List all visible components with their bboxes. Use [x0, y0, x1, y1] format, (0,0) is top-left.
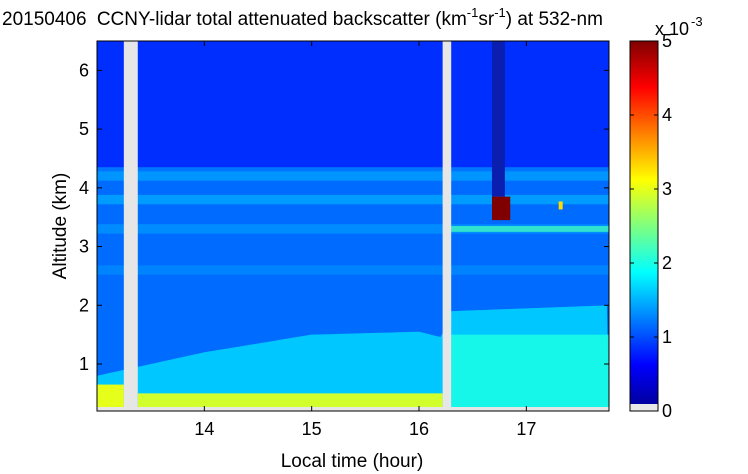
aerosol-layer-band [97, 171, 609, 181]
y-axis-label: Altitude (km) [50, 173, 71, 280]
colorbar-tick-label: 0 [662, 401, 672, 421]
heatmap-features [451, 41, 609, 232]
x-tick-label: 17 [516, 419, 536, 439]
aerosol-layer-afternoon [451, 334, 609, 411]
y-tick-label: 1 [79, 354, 89, 374]
colorbar-ticks: 0 1 2 3 4 5 [630, 31, 672, 421]
chart-title: 20150406 CCNY-lidar total attenuated bac… [2, 5, 603, 30]
surface-gap [97, 407, 609, 411]
thin-cloud-layer [451, 226, 609, 232]
colorbar-zero-swatch [630, 404, 658, 411]
boundary-layer-segment [137, 393, 443, 411]
x-tick-label: 16 [409, 419, 429, 439]
cloud [492, 196, 511, 221]
data-gap [123, 41, 138, 411]
colorbar-frame [629, 40, 659, 412]
data-gaps [97, 41, 609, 411]
colorbar-scale-base: x 10 [655, 19, 689, 39]
y-tick-label: 5 [79, 119, 89, 139]
colorbar-tick-label: 3 [662, 179, 672, 199]
aerosol-layer-band [97, 265, 609, 275]
heatmap-bands [97, 41, 609, 411]
x-tick-label: 14 [194, 419, 214, 439]
data-gap [442, 41, 452, 411]
colorbar-scale-exp: -3 [691, 14, 703, 29]
colorbar-gradient [630, 41, 658, 411]
boundary-layer-segment [97, 384, 124, 411]
x-axis-ticks: 14 15 16 17 [194, 41, 536, 439]
title-mid: sr [478, 9, 495, 30]
y-tick-label: 2 [79, 295, 89, 315]
aerosol-layer-band [97, 224, 609, 234]
aerosol-layer-band [97, 194, 609, 205]
cloud-shadow [492, 41, 505, 197]
y-tick-label: 3 [79, 237, 89, 257]
x-axis-label: Local time (hour) [281, 451, 424, 472]
colorbar-tick-label: 2 [662, 253, 672, 273]
background-band [97, 41, 609, 168]
title-sup2: -1 [494, 5, 506, 20]
colorbar-scale-label: x 10 -3 [655, 14, 703, 39]
small-cloud [558, 201, 563, 210]
colorbar-tick-label: 4 [662, 105, 672, 125]
plot-frame [96, 40, 610, 412]
colorbar-tick-label: 5 [662, 31, 672, 51]
y-tick-label: 4 [79, 178, 89, 198]
title-date: 20150406 [2, 9, 87, 30]
title-end: ) at 532-nm [506, 9, 603, 30]
y-tick-label: 6 [79, 60, 89, 80]
title-sup1: -1 [467, 5, 479, 20]
y-axis-ticks: 1 2 3 4 5 6 [79, 60, 609, 374]
colorbar: 0 1 2 3 4 5 x 10 -3 [629, 14, 703, 421]
x-tick-label: 15 [302, 419, 322, 439]
title-main: CCNY-lidar total attenuated backscatter … [97, 9, 467, 30]
heatmap-area [97, 41, 609, 411]
colorbar-tick-label: 1 [662, 327, 672, 347]
